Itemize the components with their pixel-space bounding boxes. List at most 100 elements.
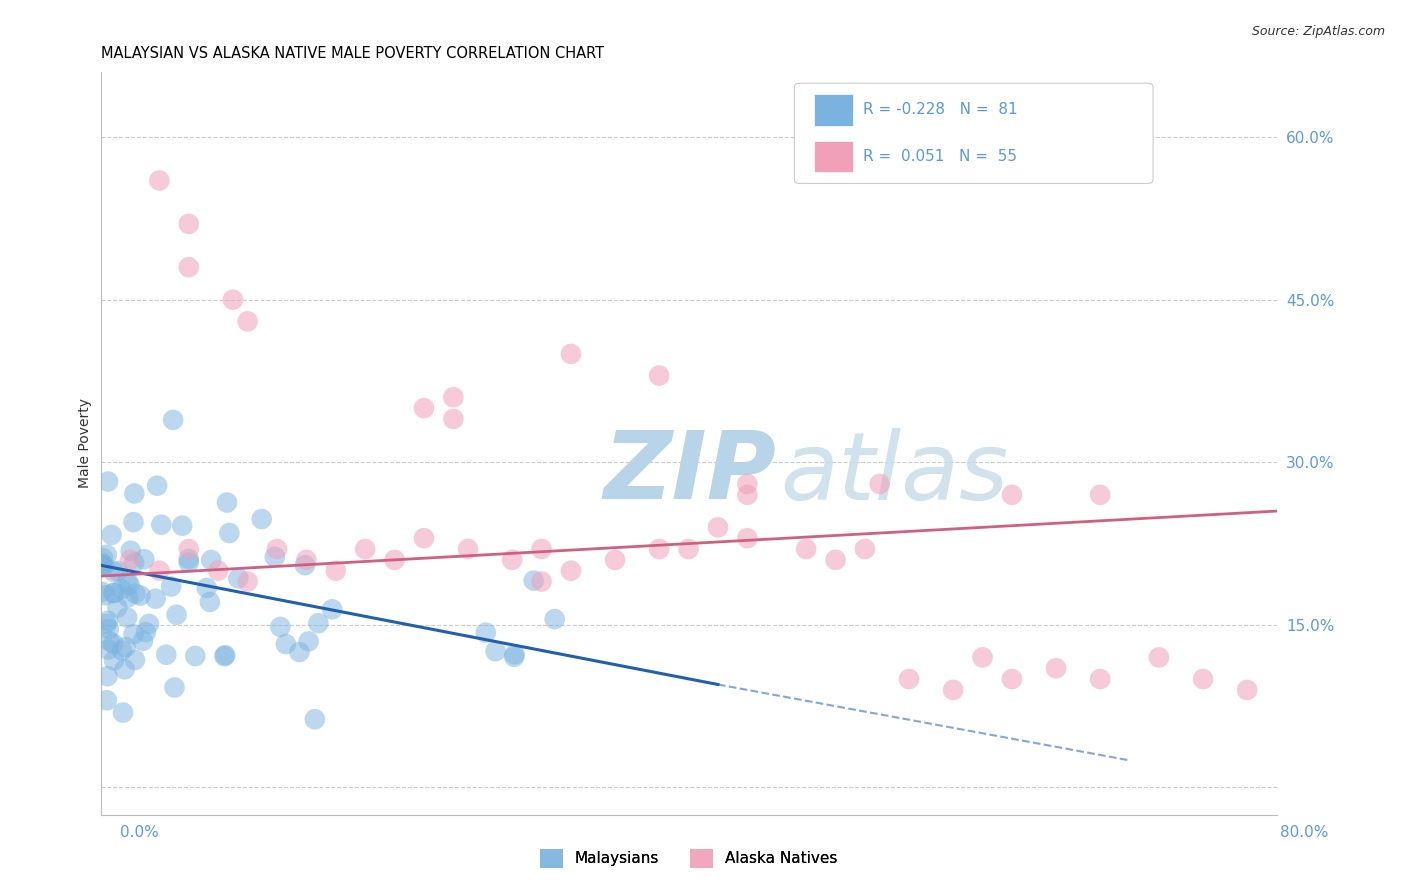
Point [172, 518, 194, 533]
Point [98, 634, 121, 648]
Legend: Malaysians, Alaska Natives: Malaysians, Alaska Natives [534, 843, 844, 874]
Point [263, 549, 285, 564]
Point [97, 642, 120, 657]
Point [560, 347, 582, 361]
Point [544, 612, 567, 626]
Point [250, 512, 273, 526]
Point [184, 648, 207, 663]
Point [198, 595, 221, 609]
Point [228, 571, 250, 585]
Point [1001, 488, 1024, 502]
Point [503, 648, 526, 662]
Text: 80.0%: 80.0% [1281, 825, 1329, 840]
Point [177, 541, 200, 556]
Point [298, 634, 321, 648]
Point [97, 614, 120, 628]
Point [678, 541, 700, 556]
Point [503, 649, 526, 664]
Point [942, 682, 965, 697]
Point [107, 564, 129, 578]
Point [124, 653, 146, 667]
Point [103, 586, 125, 600]
Point [869, 477, 891, 491]
FancyBboxPatch shape [814, 141, 853, 172]
Point [134, 552, 156, 566]
Point [304, 712, 326, 726]
Point [737, 488, 759, 502]
Point [150, 517, 173, 532]
Point [824, 553, 846, 567]
Point [91, 551, 114, 566]
Point [794, 541, 817, 556]
Text: ZIP: ZIP [605, 427, 776, 519]
Point [236, 314, 259, 328]
Point [1236, 682, 1258, 697]
Text: 0.0%: 0.0% [120, 825, 159, 840]
Point [1147, 650, 1170, 665]
Point [111, 706, 134, 720]
Point [321, 602, 343, 616]
Point [853, 541, 876, 556]
Point [177, 556, 200, 570]
Point [457, 541, 479, 556]
Point [148, 173, 170, 187]
Point [177, 552, 200, 566]
Point [94, 617, 117, 632]
Point [413, 401, 436, 416]
Point [1088, 672, 1111, 686]
Point [145, 591, 167, 606]
Point [91, 557, 114, 571]
Point [200, 553, 222, 567]
Point [603, 553, 626, 567]
Point [501, 553, 523, 567]
Point [97, 622, 120, 636]
Point [111, 643, 134, 657]
Point [118, 578, 141, 592]
Point [129, 589, 152, 603]
Point [354, 541, 377, 556]
Point [124, 587, 146, 601]
Point [295, 553, 318, 567]
Point [96, 669, 118, 683]
Point [148, 564, 170, 578]
Point [222, 293, 245, 307]
Point [110, 582, 132, 597]
Point [124, 486, 146, 500]
Point [120, 543, 142, 558]
Point [166, 607, 188, 622]
Point [146, 479, 169, 493]
Point [91, 584, 114, 599]
Point [195, 581, 218, 595]
Text: atlas: atlas [780, 427, 1008, 518]
Point [441, 412, 464, 426]
Point [163, 681, 186, 695]
Point [118, 553, 141, 567]
Text: Source: ZipAtlas.com: Source: ZipAtlas.com [1251, 25, 1385, 38]
Point [103, 565, 125, 579]
Point [530, 541, 553, 556]
Point [177, 260, 200, 275]
Point [91, 558, 114, 572]
Point [898, 672, 921, 686]
Point [93, 558, 115, 573]
Point [484, 644, 506, 658]
Point [1192, 672, 1215, 686]
Point [177, 217, 200, 231]
Point [162, 413, 184, 427]
Point [214, 649, 236, 664]
Point [114, 640, 136, 654]
Point [325, 564, 347, 578]
Point [523, 574, 546, 588]
Point [94, 588, 117, 602]
Point [737, 477, 759, 491]
Point [100, 528, 122, 542]
Point [96, 693, 118, 707]
Point [117, 574, 139, 589]
Point [135, 625, 157, 640]
Point [269, 620, 291, 634]
Point [972, 650, 994, 665]
Point [1001, 672, 1024, 686]
Point [288, 645, 311, 659]
Point [96, 548, 118, 562]
Y-axis label: Male Poverty: Male Poverty [79, 399, 93, 488]
